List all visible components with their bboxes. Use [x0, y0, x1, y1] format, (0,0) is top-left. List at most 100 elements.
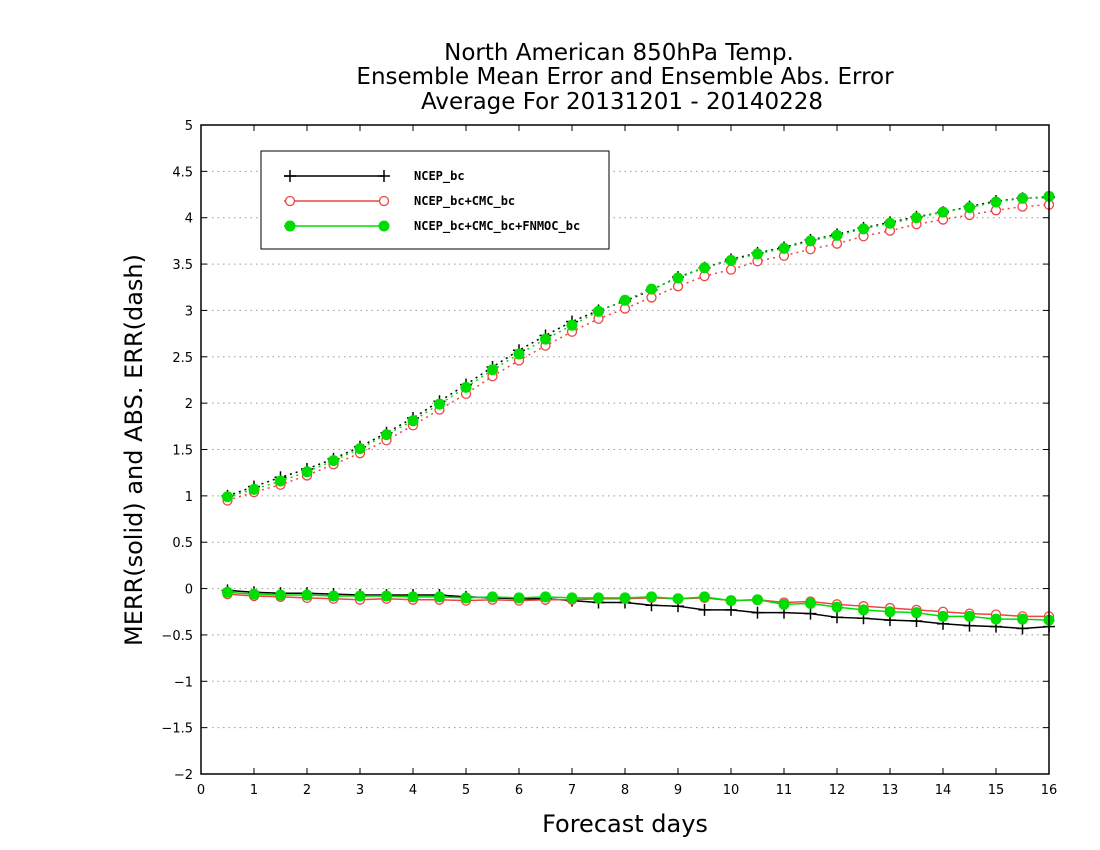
x-tick-label: 2 — [303, 783, 311, 798]
x-tick-label: 3 — [356, 783, 364, 798]
mean-error-point — [805, 597, 816, 609]
mean-error-point — [858, 604, 869, 616]
x-axis-title: Forecast days — [542, 810, 708, 838]
abs-error-point — [381, 429, 392, 441]
abs-error-point — [619, 294, 631, 306]
mean-error-point — [301, 589, 313, 601]
series-layer — [221, 190, 1055, 635]
mean-error-point — [434, 591, 445, 603]
mean-error-point — [752, 594, 763, 606]
y-tick-label: 3 — [185, 304, 193, 319]
y-tick-label: 5 — [185, 119, 193, 134]
plot-frame — [200, 124, 1050, 775]
abs-error-point — [301, 466, 313, 478]
y-tick-label: 4 — [185, 212, 193, 227]
mean-error-point — [354, 590, 366, 602]
mean-error-point — [275, 589, 286, 601]
x-tick-label: 14 — [935, 783, 952, 798]
x-tick-label: 11 — [776, 783, 793, 798]
legend-marker — [284, 220, 296, 232]
legend-marker — [284, 195, 296, 207]
abs-error-point — [487, 364, 498, 376]
mean-error-point — [778, 598, 790, 610]
abs-error-point — [752, 248, 763, 260]
abs-error-point — [884, 217, 896, 229]
x-tick-label: 0 — [197, 783, 205, 798]
mean-error-point — [699, 591, 710, 603]
mean-error-point — [566, 592, 578, 604]
x-tick-label: 4 — [409, 783, 417, 798]
abs-error-point — [1017, 192, 1028, 204]
y-tick-label: 0.5 — [172, 536, 193, 551]
abs-error-point — [354, 443, 366, 455]
mean-error-point — [990, 613, 1002, 625]
series-NCEP_bc+CMC_bc+FNMOC_bc — [222, 190, 1055, 626]
abs-error-point — [513, 348, 525, 360]
x-tick-label: 16 — [1041, 783, 1058, 798]
y-tick-label: 1 — [185, 490, 193, 505]
abs-error-point — [248, 483, 260, 495]
title-line-1: North American 850hPa Temp. — [444, 40, 794, 66]
abs-error-point — [831, 229, 843, 241]
y-tick-label: −1 — [174, 675, 193, 690]
y-tick-label: −0.5 — [161, 629, 193, 644]
legend-label: NCEP_bc+CMC_bc — [414, 194, 515, 209]
mean-error-line — [227, 591, 1050, 621]
mean-error-point — [513, 592, 525, 604]
mean-error-point — [646, 591, 657, 603]
mean-error-point — [381, 590, 392, 602]
mean-error-point — [964, 610, 975, 622]
abs-error-point — [540, 333, 551, 345]
x-tick-label: 9 — [674, 783, 682, 798]
mean-error-point — [937, 610, 949, 622]
abs-error-point — [778, 242, 790, 254]
y-axis-title: MERR(solid) and ABS. ERR(dash) — [120, 254, 148, 646]
mean-error-point — [460, 592, 472, 604]
mean-error-point — [672, 593, 684, 605]
y-tick-label: 1.5 — [172, 444, 193, 459]
mean-error-point — [540, 591, 551, 603]
abs-error-point — [460, 381, 472, 393]
y-tick-label: 2 — [185, 397, 193, 412]
legend-marker — [284, 170, 296, 182]
x-tick-label: 15 — [988, 783, 1005, 798]
x-tick-label: 1 — [250, 783, 258, 798]
y-tick-label: −1.5 — [161, 722, 193, 737]
abs-error-point — [275, 475, 286, 487]
mean-error-point — [751, 606, 764, 619]
legend-marker — [378, 170, 390, 182]
mean-error-point — [593, 592, 604, 604]
title-line-3: Average For 20131201 - 20140228 — [421, 89, 823, 115]
mean-error-point — [1017, 613, 1028, 625]
legend-marker — [378, 220, 390, 232]
y-tick-label: 4.5 — [172, 165, 193, 180]
mean-error-point — [884, 606, 896, 618]
legend-label: NCEP_bc — [414, 169, 465, 184]
abs-error-point — [222, 491, 233, 503]
x-tick-label: 8 — [621, 783, 629, 798]
legend: NCEP_bc NCEP_bc+CMC_bc NCEP_bc+CMC_bc+FNMO… — [260, 150, 610, 250]
title-line-2: Ensemble Mean Error and Ensemble Abs. Er… — [356, 64, 894, 90]
series-NCEP_bc — [221, 191, 1055, 635]
y-tick-label: 2.5 — [172, 351, 193, 366]
mean-error-point — [222, 586, 233, 598]
x-tick-label: 10 — [723, 783, 740, 798]
y-tick-label: 0 — [185, 583, 193, 598]
mean-error-point — [487, 591, 498, 603]
legend-box — [260, 150, 610, 250]
grid — [201, 170, 1049, 729]
abs-error-point — [725, 254, 737, 266]
mean-error-point — [407, 591, 419, 603]
mean-error-point — [619, 592, 631, 604]
abs-error-point — [937, 206, 949, 218]
abs-error-point — [699, 262, 710, 274]
abs-error-point — [672, 272, 684, 284]
abs-error-point — [858, 223, 869, 235]
mean-error-point — [698, 603, 711, 616]
axes: 54.543.532.521.510.50−0.5−1−1.5−20 1 2 3 4 5 6… — [161, 119, 1057, 798]
x-tick-label: 12 — [829, 783, 846, 798]
abs-error-point — [646, 283, 657, 295]
x-tick-label: 7 — [568, 783, 576, 798]
x-tick-label: 13 — [882, 783, 899, 798]
